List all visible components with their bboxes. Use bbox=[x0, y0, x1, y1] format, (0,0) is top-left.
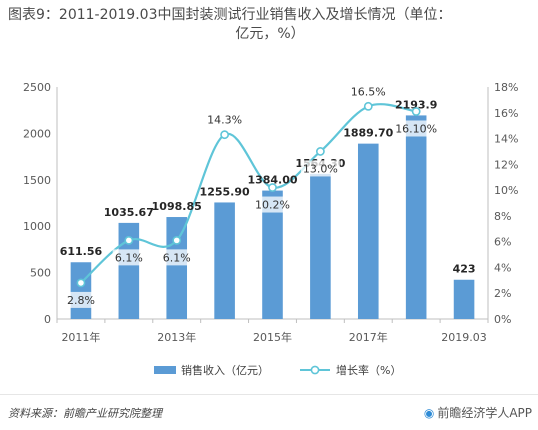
y-tick-label-left: 500 bbox=[30, 267, 51, 280]
x-tick-label: 2017年 bbox=[349, 330, 388, 344]
source-note: 资料来源：前瞻产业研究院整理 bbox=[8, 407, 162, 420]
y-tick-label-right: 14% bbox=[494, 133, 518, 146]
growth-rate-line bbox=[80, 103, 417, 284]
growth-rate-point bbox=[411, 107, 421, 116]
y-tick-label-left: 2000 bbox=[23, 127, 51, 140]
growth-label-bg bbox=[112, 249, 146, 266]
growth-rate-label: 10.2% bbox=[255, 199, 290, 212]
growth-rate-label: 6.1% bbox=[163, 251, 191, 264]
y-tick-label-right: 8% bbox=[494, 210, 511, 223]
bar-value-label: 423 bbox=[453, 263, 476, 276]
growth-rate-label: 13.0% bbox=[303, 162, 338, 175]
chart-title-line1: 图表9：2011-2019.03中国封装测试行业销售收入及增长情况（单位： bbox=[8, 7, 452, 23]
growth-rate-point bbox=[172, 235, 182, 245]
y-tick-label-right: 10% bbox=[494, 184, 518, 197]
x-tick-label: 2015年 bbox=[253, 330, 292, 344]
growth-rate-label: 16.10% bbox=[395, 122, 437, 135]
bar bbox=[262, 190, 283, 319]
bar bbox=[166, 217, 188, 319]
bar bbox=[357, 143, 379, 319]
growth-rate-point bbox=[363, 101, 373, 111]
y-tick-label-right: 12% bbox=[494, 158, 518, 171]
bar bbox=[214, 202, 235, 319]
footer: 资料来源：前瞻产业研究院整理 ◉ 前瞻经济学人APP bbox=[0, 394, 538, 430]
bar-value-label: 1098.85 bbox=[152, 200, 202, 213]
legend-swatch-bars bbox=[154, 366, 176, 374]
growth-rate-label: 16.5% bbox=[351, 85, 386, 98]
legend-label-bars: 销售收入（亿元） bbox=[181, 363, 269, 377]
y-tick-label-right: 18% bbox=[494, 81, 518, 94]
growth-rate-point bbox=[220, 130, 230, 140]
chart-title-line2: 亿元，%） bbox=[235, 26, 305, 42]
y-tick-label-right: 16% bbox=[494, 107, 518, 120]
logo-icon: ◉ bbox=[423, 406, 435, 420]
bar bbox=[70, 262, 92, 319]
y-tick-label-right: 6% bbox=[494, 236, 511, 249]
growth-rate-label: 2.8% bbox=[67, 294, 95, 307]
brand-text: 前瞻经济学人APP bbox=[437, 406, 532, 420]
y-tick-label-left: 2500 bbox=[23, 81, 51, 94]
y-tick-label-left: 1000 bbox=[23, 220, 51, 233]
x-tick-label: 2019.03 bbox=[441, 331, 487, 344]
legend-label-line: 增长率（%） bbox=[336, 363, 401, 377]
legend-marker-line bbox=[310, 365, 320, 375]
y-tick-label-left: 1500 bbox=[23, 174, 51, 187]
growth-rate-point bbox=[315, 147, 325, 156]
growth-rate-label: 6.1% bbox=[115, 251, 143, 264]
bar bbox=[453, 279, 475, 319]
y-tick-label-right: 0% bbox=[494, 313, 511, 326]
chart-title: 图表9：2011-2019.03中国封装测试行业销售收入及增长情况（单位： 亿元… bbox=[8, 6, 532, 44]
bar-value-label: 1255.90 bbox=[200, 185, 250, 198]
bar-value-label: 1889.70 bbox=[343, 127, 393, 140]
growth-rate-point bbox=[124, 235, 134, 245]
bar-value-label: 611.56 bbox=[60, 245, 103, 258]
growth-label-bg bbox=[160, 249, 193, 266]
bar-value-label: 1384.00 bbox=[247, 174, 297, 187]
brand: ◉ 前瞻经济学人APP bbox=[424, 404, 532, 421]
combo-chart: 0 500 1000 1500 2000 2500 0% 2% 4% 6% 8% 10% 12% 14% 1… bbox=[23, 81, 518, 377]
growth-label-bg bbox=[393, 120, 439, 137]
growth-rate-point bbox=[76, 278, 86, 288]
growth-label-bg bbox=[300, 160, 340, 177]
bar bbox=[118, 222, 140, 319]
bar bbox=[310, 173, 331, 319]
y-tick-label-left: 0 bbox=[44, 313, 51, 326]
bar-value-label: 2193.9 bbox=[395, 98, 437, 111]
bar bbox=[405, 115, 427, 319]
growth-rate-label: 14.3% bbox=[207, 114, 242, 127]
growth-rate-point bbox=[268, 183, 277, 192]
growth-label-bg bbox=[253, 196, 292, 213]
x-tick-label: 2011年 bbox=[61, 330, 100, 344]
growth-label-bg bbox=[64, 291, 98, 308]
bar-value-label: 1035.67 bbox=[104, 206, 154, 219]
x-tick-label: 2013年 bbox=[157, 330, 196, 344]
y-tick-label-right: 4% bbox=[494, 261, 511, 274]
y-tick-label-right: 2% bbox=[494, 287, 511, 300]
